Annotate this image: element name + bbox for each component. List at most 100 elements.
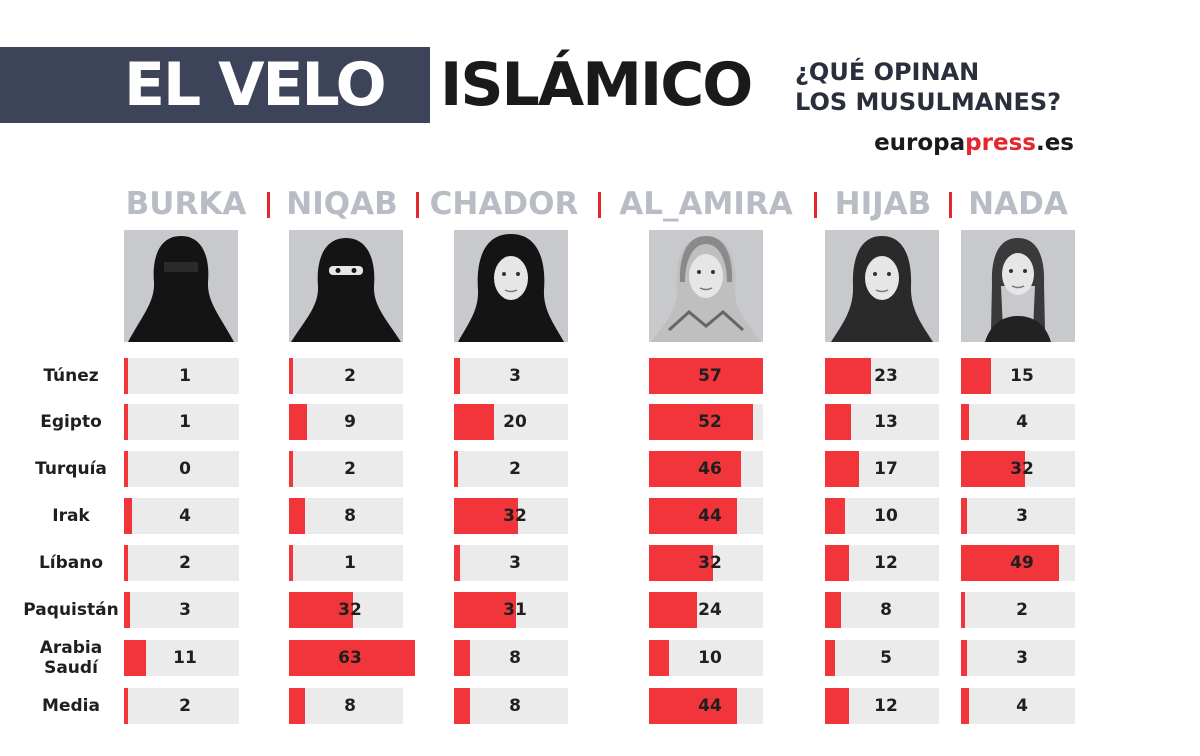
value-label: 44 bbox=[698, 506, 722, 526]
value-label: 49 bbox=[1010, 553, 1034, 573]
brand-suffix: .es bbox=[1035, 130, 1074, 156]
value-label: 44 bbox=[698, 696, 722, 716]
value-label: 4 bbox=[1016, 696, 1028, 716]
value-bar bbox=[961, 592, 965, 628]
value-bar bbox=[124, 498, 132, 534]
value-bar bbox=[289, 498, 305, 534]
title-part1: EL VELO bbox=[124, 50, 387, 120]
value-label: 2 bbox=[509, 459, 521, 479]
header-separator bbox=[416, 192, 419, 218]
row-label: Arabia Saudí bbox=[20, 638, 122, 678]
value-bar bbox=[961, 498, 967, 534]
value-label: 10 bbox=[698, 648, 722, 668]
value-bar bbox=[454, 592, 516, 628]
value-bar bbox=[825, 498, 845, 534]
value-label: 3 bbox=[509, 553, 521, 573]
value-bar bbox=[124, 451, 128, 487]
value-label: 12 bbox=[874, 696, 898, 716]
value-label: 2 bbox=[344, 459, 356, 479]
value-label: 31 bbox=[503, 600, 527, 620]
row-label-line: Líbano bbox=[38, 553, 104, 573]
value-bar bbox=[454, 688, 470, 724]
subtitle-line2: LOS MUSULMANES? bbox=[795, 88, 1062, 116]
value-bar bbox=[454, 451, 458, 487]
table-cell bbox=[825, 592, 939, 628]
table-cell bbox=[289, 498, 403, 534]
column-header-niqab: NIQAB bbox=[286, 186, 398, 222]
value-bar bbox=[649, 451, 741, 487]
value-label: 3 bbox=[509, 366, 521, 386]
value-label: 4 bbox=[1016, 412, 1028, 432]
table-cell bbox=[124, 404, 239, 440]
table-cell bbox=[961, 404, 1075, 440]
value-label: 2 bbox=[344, 366, 356, 386]
brand-prefix: europa bbox=[874, 130, 966, 156]
value-label: 2 bbox=[179, 553, 191, 573]
value-bar bbox=[454, 498, 518, 534]
value-bar bbox=[124, 545, 128, 581]
row-label-line: Irak bbox=[52, 506, 90, 526]
value-label: 17 bbox=[874, 459, 898, 479]
table-cell bbox=[454, 545, 568, 581]
value-bar bbox=[825, 592, 841, 628]
table-cell bbox=[289, 451, 403, 487]
value-label: 32 bbox=[338, 600, 362, 620]
value-label: 9 bbox=[344, 412, 356, 432]
value-bar bbox=[649, 592, 697, 628]
table-cell bbox=[825, 640, 939, 676]
row-label: Túnez bbox=[20, 366, 122, 386]
value-label: 8 bbox=[880, 600, 892, 620]
value-bar bbox=[454, 358, 460, 394]
table-cell bbox=[961, 592, 1075, 628]
table-cell bbox=[454, 451, 568, 487]
value-label: 5 bbox=[880, 648, 892, 668]
value-bar bbox=[649, 640, 669, 676]
value-label: 4 bbox=[179, 506, 191, 526]
value-label: 1 bbox=[179, 412, 191, 432]
value-label: 3 bbox=[1016, 506, 1028, 526]
value-label: 12 bbox=[874, 553, 898, 573]
value-bar bbox=[825, 404, 851, 440]
row-label-line: Egipto bbox=[40, 412, 102, 432]
table-cell bbox=[289, 545, 403, 581]
value-bar bbox=[289, 640, 415, 676]
value-label: 2 bbox=[179, 696, 191, 716]
value-bar bbox=[961, 545, 1059, 581]
value-label: 2 bbox=[1016, 600, 1028, 620]
brand-logo[interactable]: europapress.es bbox=[874, 130, 1074, 156]
column-header-burka: BURKA bbox=[125, 186, 247, 222]
value-label: 1 bbox=[344, 553, 356, 573]
header-separator bbox=[267, 192, 270, 218]
value-bar bbox=[124, 640, 146, 676]
value-bar bbox=[454, 545, 460, 581]
table-cell bbox=[961, 688, 1075, 724]
value-bar bbox=[649, 358, 763, 394]
row-label: Irak bbox=[20, 506, 122, 526]
burka-portrait-icon bbox=[124, 230, 238, 342]
value-label: 8 bbox=[344, 506, 356, 526]
value-bar bbox=[454, 640, 470, 676]
table-cell bbox=[289, 688, 403, 724]
value-label: 15 bbox=[1010, 366, 1034, 386]
value-label: 52 bbox=[698, 412, 722, 432]
table-cell bbox=[961, 640, 1075, 676]
value-label: 8 bbox=[509, 648, 521, 668]
value-bar bbox=[825, 451, 859, 487]
value-bar bbox=[649, 545, 713, 581]
value-bar bbox=[825, 545, 849, 581]
title-part2: ISLÁMICO bbox=[440, 50, 753, 120]
value-bar bbox=[825, 358, 871, 394]
value-bar bbox=[124, 358, 128, 394]
value-label: 32 bbox=[503, 506, 527, 526]
value-bar bbox=[961, 404, 969, 440]
value-bar bbox=[289, 404, 307, 440]
value-bar bbox=[649, 688, 737, 724]
value-bar bbox=[124, 592, 130, 628]
title-band bbox=[0, 47, 430, 123]
table-cell bbox=[289, 404, 403, 440]
value-label: 8 bbox=[344, 696, 356, 716]
row-label-line: Turquía bbox=[35, 459, 107, 479]
table-cell bbox=[124, 688, 239, 724]
value-label: 3 bbox=[179, 600, 191, 620]
nada-portrait-icon bbox=[961, 230, 1075, 342]
